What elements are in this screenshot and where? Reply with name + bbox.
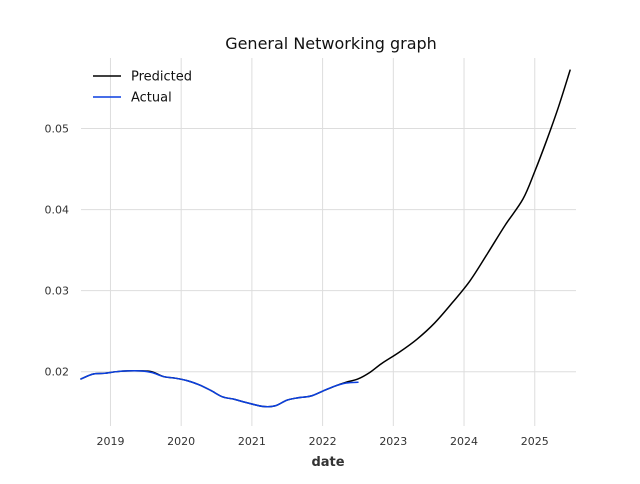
y-tick-label: 0.03 [45, 285, 70, 298]
legend-label-actual: Actual [131, 91, 172, 106]
x-axis-ticks: 2019 2020 2021 2022 2023 2024 2025 [96, 435, 548, 448]
legend-label-predicted: Predicted [131, 70, 192, 85]
legend: Predicted Actual [93, 70, 192, 106]
grid-lines [81, 58, 576, 426]
x-tick-label: 2019 [96, 435, 124, 448]
x-axis-label: date [311, 455, 344, 470]
x-tick-label: 2025 [521, 435, 549, 448]
y-tick-label: 0.05 [45, 123, 70, 136]
y-tick-label: 0.04 [45, 204, 70, 217]
x-tick-label: 2021 [238, 435, 266, 448]
chart-title: General Networking graph [225, 34, 437, 53]
series-line-predicted [80, 69, 571, 408]
series-lines [80, 69, 571, 408]
x-tick-label: 2022 [309, 435, 337, 448]
x-tick-label: 2023 [379, 435, 407, 448]
x-tick-label: 2020 [167, 435, 195, 448]
y-tick-label: 0.02 [45, 366, 70, 379]
series-line-actual [80, 369, 359, 408]
y-axis-ticks: 0.02 0.03 0.04 0.05 [45, 123, 70, 379]
x-tick-label: 2024 [450, 435, 478, 448]
